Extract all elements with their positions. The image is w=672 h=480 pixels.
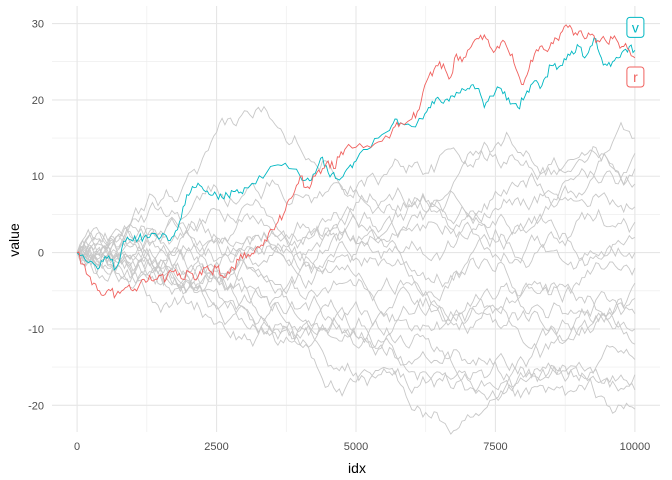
background-series-line bbox=[76, 244, 636, 392]
y-tick-label: -20 bbox=[28, 400, 44, 412]
y-tick-labels: -20 -10 0 10 20 30 bbox=[28, 19, 44, 413]
background-series-line bbox=[76, 248, 636, 435]
y-tick-label: 0 bbox=[38, 248, 44, 260]
series-line-r bbox=[76, 24, 636, 299]
y-axis-title: value bbox=[6, 223, 22, 257]
end-labels: vr bbox=[626, 16, 645, 88]
background-series-line bbox=[76, 152, 636, 292]
background-series bbox=[76, 105, 636, 435]
x-tick-label: 5000 bbox=[344, 441, 368, 453]
x-tick-labels: 0 2500 5000 7500 10000 bbox=[74, 441, 650, 453]
background-series-line bbox=[76, 233, 636, 302]
y-tick-label: 30 bbox=[32, 19, 44, 31]
y-tick-label: 20 bbox=[32, 95, 44, 107]
y-tick-label: 10 bbox=[32, 171, 44, 183]
end-label-box bbox=[626, 16, 645, 38]
grid bbox=[52, 6, 660, 432]
y-tick-label: -10 bbox=[28, 324, 44, 336]
series-line-v bbox=[76, 37, 636, 271]
x-tick-label: 2500 bbox=[204, 441, 228, 453]
background-series-line bbox=[76, 252, 636, 389]
background-series-line bbox=[76, 217, 636, 304]
x-tick-label: 10000 bbox=[620, 441, 651, 453]
x-tick-label: 0 bbox=[74, 441, 80, 453]
x-axis-title: idx bbox=[348, 460, 366, 476]
background-series-line bbox=[76, 212, 636, 272]
background-series-line bbox=[77, 105, 636, 264]
background-series-line bbox=[76, 167, 636, 263]
background-series-line bbox=[76, 245, 636, 359]
x-tick-label: 7500 bbox=[483, 441, 507, 453]
background-series-line bbox=[76, 249, 636, 402]
highlighted-series bbox=[76, 24, 636, 299]
end-label-r: r bbox=[626, 66, 645, 88]
background-series-line bbox=[76, 227, 636, 337]
background-series-line bbox=[76, 246, 636, 395]
end-label-text: r bbox=[633, 69, 638, 85]
end-label-text: v bbox=[632, 19, 639, 35]
end-label-box bbox=[626, 66, 645, 88]
end-label-v: v bbox=[626, 16, 645, 38]
